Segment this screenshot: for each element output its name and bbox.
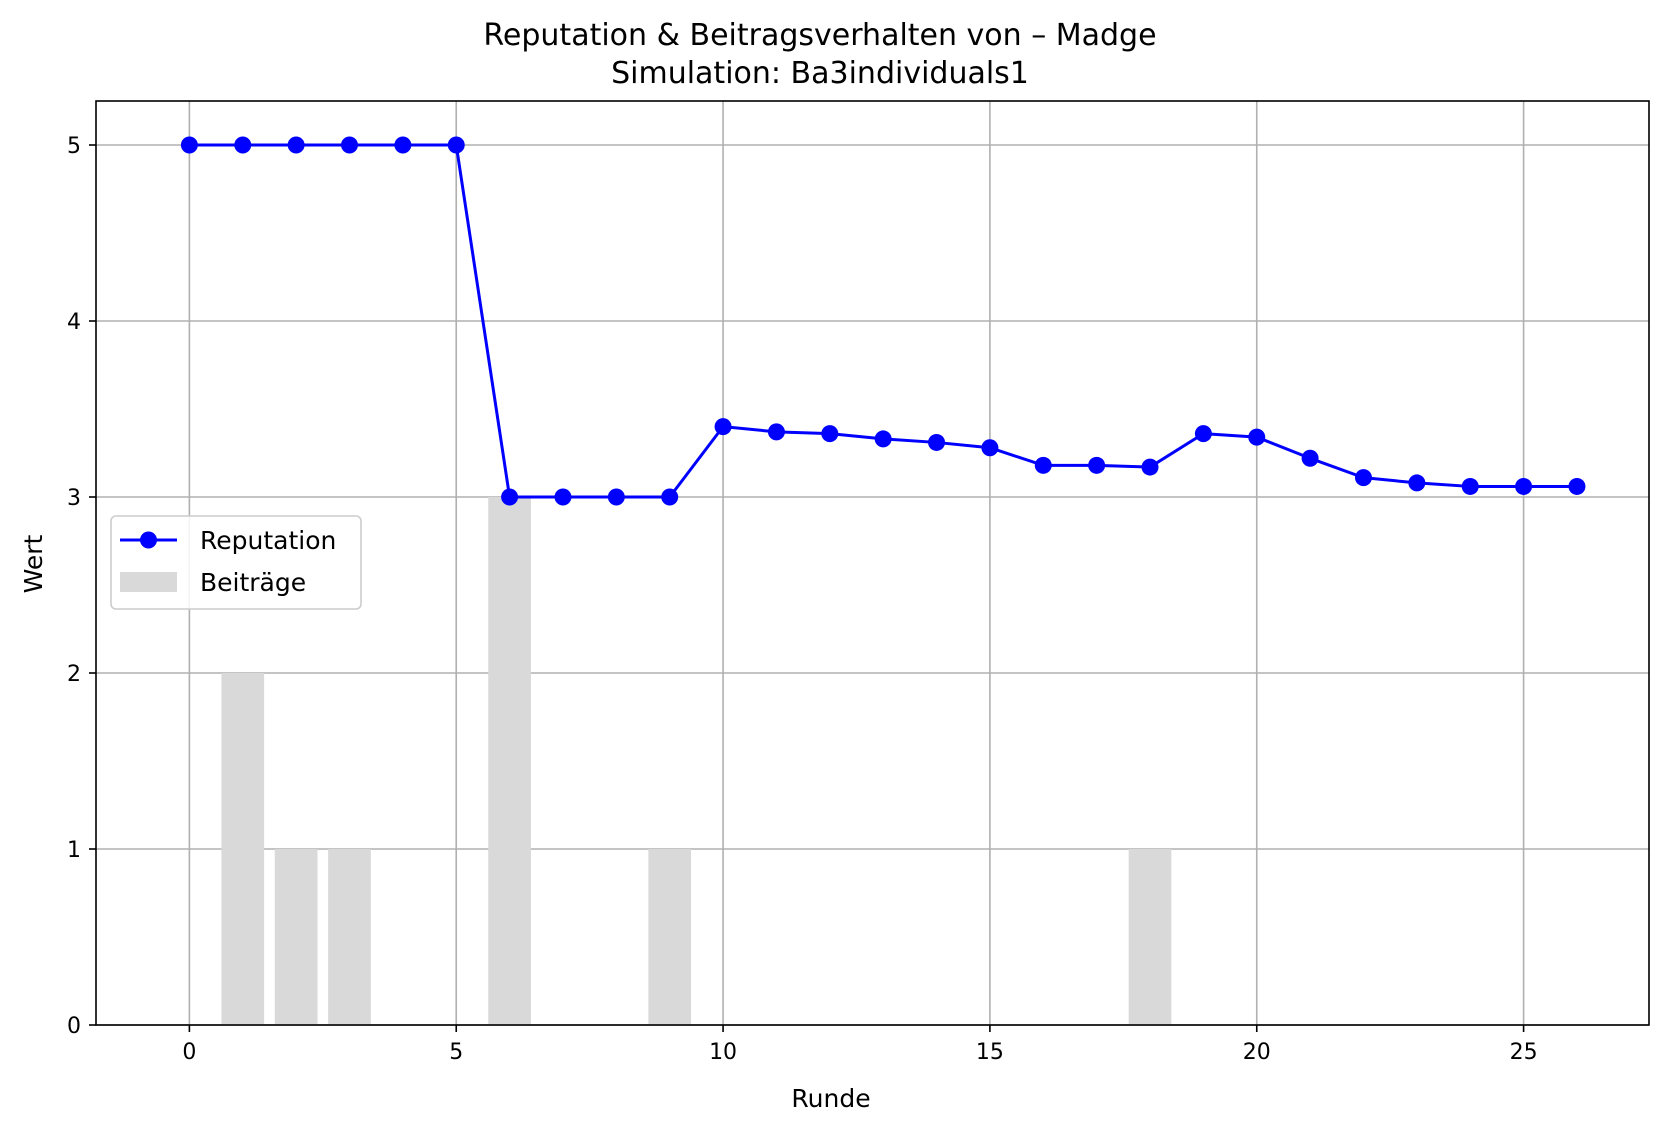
legend-reputation-marker-icon bbox=[140, 531, 157, 549]
reputation-point bbox=[981, 439, 999, 457]
reputation-point bbox=[1034, 456, 1052, 474]
reputation-point bbox=[661, 488, 679, 506]
chart-subtitle: Simulation: Ba3individuals1 bbox=[611, 56, 1029, 91]
line-layer bbox=[180, 136, 1586, 506]
y-axis-label: Wert bbox=[19, 534, 48, 593]
reputation-point bbox=[714, 418, 732, 436]
reputation-point bbox=[1568, 477, 1586, 495]
legend-beitraege-swatch-icon bbox=[120, 572, 177, 592]
reputation-point bbox=[554, 488, 572, 506]
reputation-point bbox=[180, 136, 198, 154]
reputation-point bbox=[287, 136, 305, 154]
bar-beitraege bbox=[648, 849, 692, 1025]
y-tick-label: 0 bbox=[67, 1014, 81, 1039]
reputation-point bbox=[394, 136, 412, 154]
reputation-point bbox=[607, 488, 625, 506]
x-tick-label: 15 bbox=[976, 1040, 1004, 1065]
reputation-point bbox=[1461, 477, 1479, 495]
reputation-point bbox=[1248, 428, 1266, 446]
bar-beitraege bbox=[328, 849, 371, 1025]
bar-beitraege bbox=[488, 497, 531, 1025]
x-tick-label: 20 bbox=[1243, 1040, 1271, 1065]
x-tick-label: 25 bbox=[1510, 1040, 1538, 1065]
y-tick-label: 2 bbox=[67, 662, 81, 687]
y-tick-label: 4 bbox=[67, 310, 81, 335]
x-tick-label: 0 bbox=[182, 1040, 196, 1065]
plot-frame bbox=[95, 100, 1650, 1026]
reputation-point bbox=[447, 136, 465, 154]
x-tick-label: 10 bbox=[709, 1040, 737, 1065]
legend: Reputation Beiträge bbox=[110, 515, 362, 610]
reputation-point bbox=[928, 433, 946, 451]
reputation-point bbox=[1088, 456, 1106, 474]
bar-beitraege bbox=[274, 849, 318, 1025]
y-tick-label: 1 bbox=[67, 838, 81, 863]
reputation-point bbox=[501, 488, 519, 506]
reputation-point bbox=[874, 430, 892, 448]
reputation-point bbox=[1408, 474, 1426, 492]
bar-layer bbox=[221, 497, 1172, 1025]
reputation-point bbox=[1141, 458, 1159, 476]
reputation-point bbox=[821, 425, 839, 443]
chart-title: Reputation & Beitragsverhalten von – Mad… bbox=[483, 18, 1156, 53]
bar-beitraege bbox=[1128, 849, 1172, 1025]
axis-layer: 0 5 10 15 20 25 0 1 2 3 4 5 bbox=[67, 100, 1650, 1065]
legend-reputation-label: Reputation bbox=[200, 526, 336, 555]
reputation-point bbox=[234, 136, 252, 154]
x-tick-label: 5 bbox=[449, 1040, 463, 1065]
legend-beitraege-label: Beiträge bbox=[200, 568, 306, 597]
reputation-point bbox=[340, 136, 358, 154]
reputation-point bbox=[1515, 477, 1533, 495]
reputation-point bbox=[767, 423, 785, 441]
reputation-point bbox=[1354, 469, 1372, 487]
y-tick-label: 5 bbox=[67, 134, 81, 159]
reputation-point bbox=[1301, 449, 1319, 467]
bar-beitraege bbox=[221, 673, 265, 1025]
reputation-point bbox=[1194, 425, 1212, 443]
x-axis-label: Runde bbox=[791, 1084, 870, 1113]
y-tick-label: 3 bbox=[67, 486, 81, 511]
